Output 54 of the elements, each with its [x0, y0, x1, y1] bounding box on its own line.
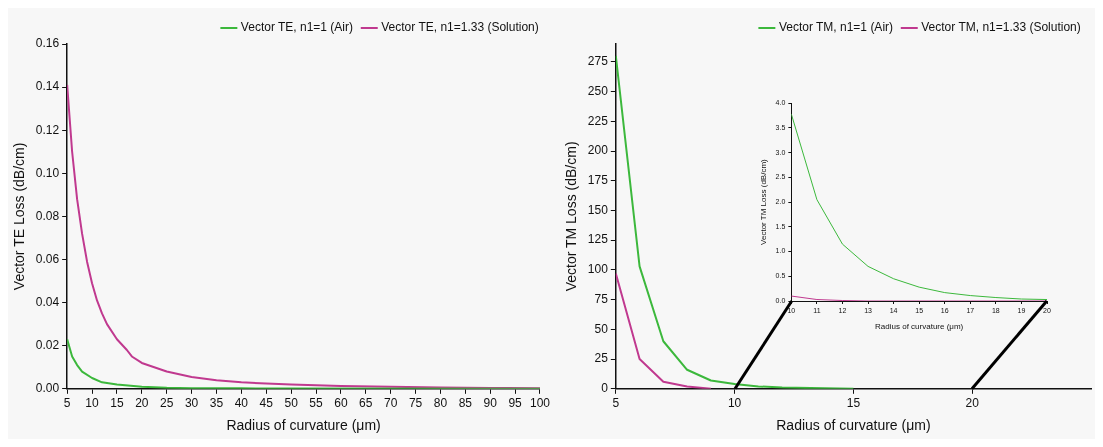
y-tick-label: 0.08 [35, 208, 60, 223]
y-tick-label: 0.14 [35, 79, 60, 94]
x-tick-label: 75 [408, 396, 423, 411]
x-tick-label: 10 [727, 396, 742, 411]
x-tick-label: 10 [85, 396, 100, 411]
x-axis-title: Radius of curvature (μm) [776, 417, 931, 434]
x-tick-label: 20 [135, 396, 149, 411]
x-tick-label: 80 [433, 396, 448, 411]
y-tick-label: 50 [594, 321, 609, 336]
y-tick-label: 100 [587, 262, 609, 277]
x-tick-label: 5 [612, 396, 620, 411]
x-tick-label: 70 [383, 396, 398, 411]
y-tick-label: 0.12 [35, 122, 60, 137]
y-axis-title: Vector TM Loss (dB/cm) [563, 141, 580, 292]
legend-label: Vector TE, n1=1.33 (Solution) [381, 20, 539, 35]
y-tick-label: 225 [587, 113, 609, 128]
x-tick-label: 60 [334, 396, 348, 411]
x-tick-label: 85 [458, 396, 473, 411]
y-tick-label: 0.04 [35, 294, 60, 309]
y-tick-label: 0.16 [35, 36, 60, 51]
y-tick-label: 0.06 [35, 251, 60, 266]
x-tick-label: 90 [483, 396, 498, 411]
y-tick-label: 250 [587, 83, 609, 98]
x-axis-title: Radius of curvature (μm) [875, 322, 964, 332]
y-axis-title: Vector TE Loss (dB/cm) [11, 142, 28, 291]
x-tick-label: 15 [846, 396, 861, 411]
y-tick-label: 200 [587, 143, 609, 158]
x-tick-label: 50 [284, 396, 299, 411]
x-tick-label: 55 [309, 396, 324, 411]
legend-label: Vector TM, n1=1 (Air) [778, 20, 894, 35]
x-tick-label: 20 [965, 396, 980, 411]
x-axis-title: Radius of curvature (μm) [226, 417, 381, 434]
x-tick-label: 35 [209, 396, 224, 411]
y-tick-label: 0 [601, 381, 609, 396]
y-tick-label: 0.02 [35, 338, 60, 353]
x-tick-label: 15 [110, 396, 124, 411]
x-tick-label: 95 [508, 396, 523, 411]
x-tick-label: 65 [359, 396, 373, 411]
legend-label: Vector TM, n1=1.33 (Solution) [921, 20, 1081, 35]
x-tick-label: 40 [234, 396, 249, 411]
y-axis-title: Vector TM Loss (dB/cm) [759, 158, 768, 245]
y-tick-label: 25 [594, 351, 609, 366]
x-tick-label: 100 [529, 396, 551, 411]
y-tick-label: 150 [587, 202, 609, 217]
y-tick-label: 275 [587, 54, 609, 69]
y-tick-label: 175 [587, 173, 609, 188]
x-tick-label: 25 [160, 396, 174, 411]
y-tick-label: 0.00 [35, 381, 60, 396]
x-tick-label: 30 [184, 396, 199, 411]
y-tick-label: 0.10 [35, 165, 60, 180]
x-tick-label: 5 [63, 396, 71, 411]
legend-label: Vector TE, n1=1 (Air) [240, 20, 354, 35]
x-tick-label: 45 [259, 396, 274, 411]
y-tick-label: 125 [587, 232, 609, 247]
